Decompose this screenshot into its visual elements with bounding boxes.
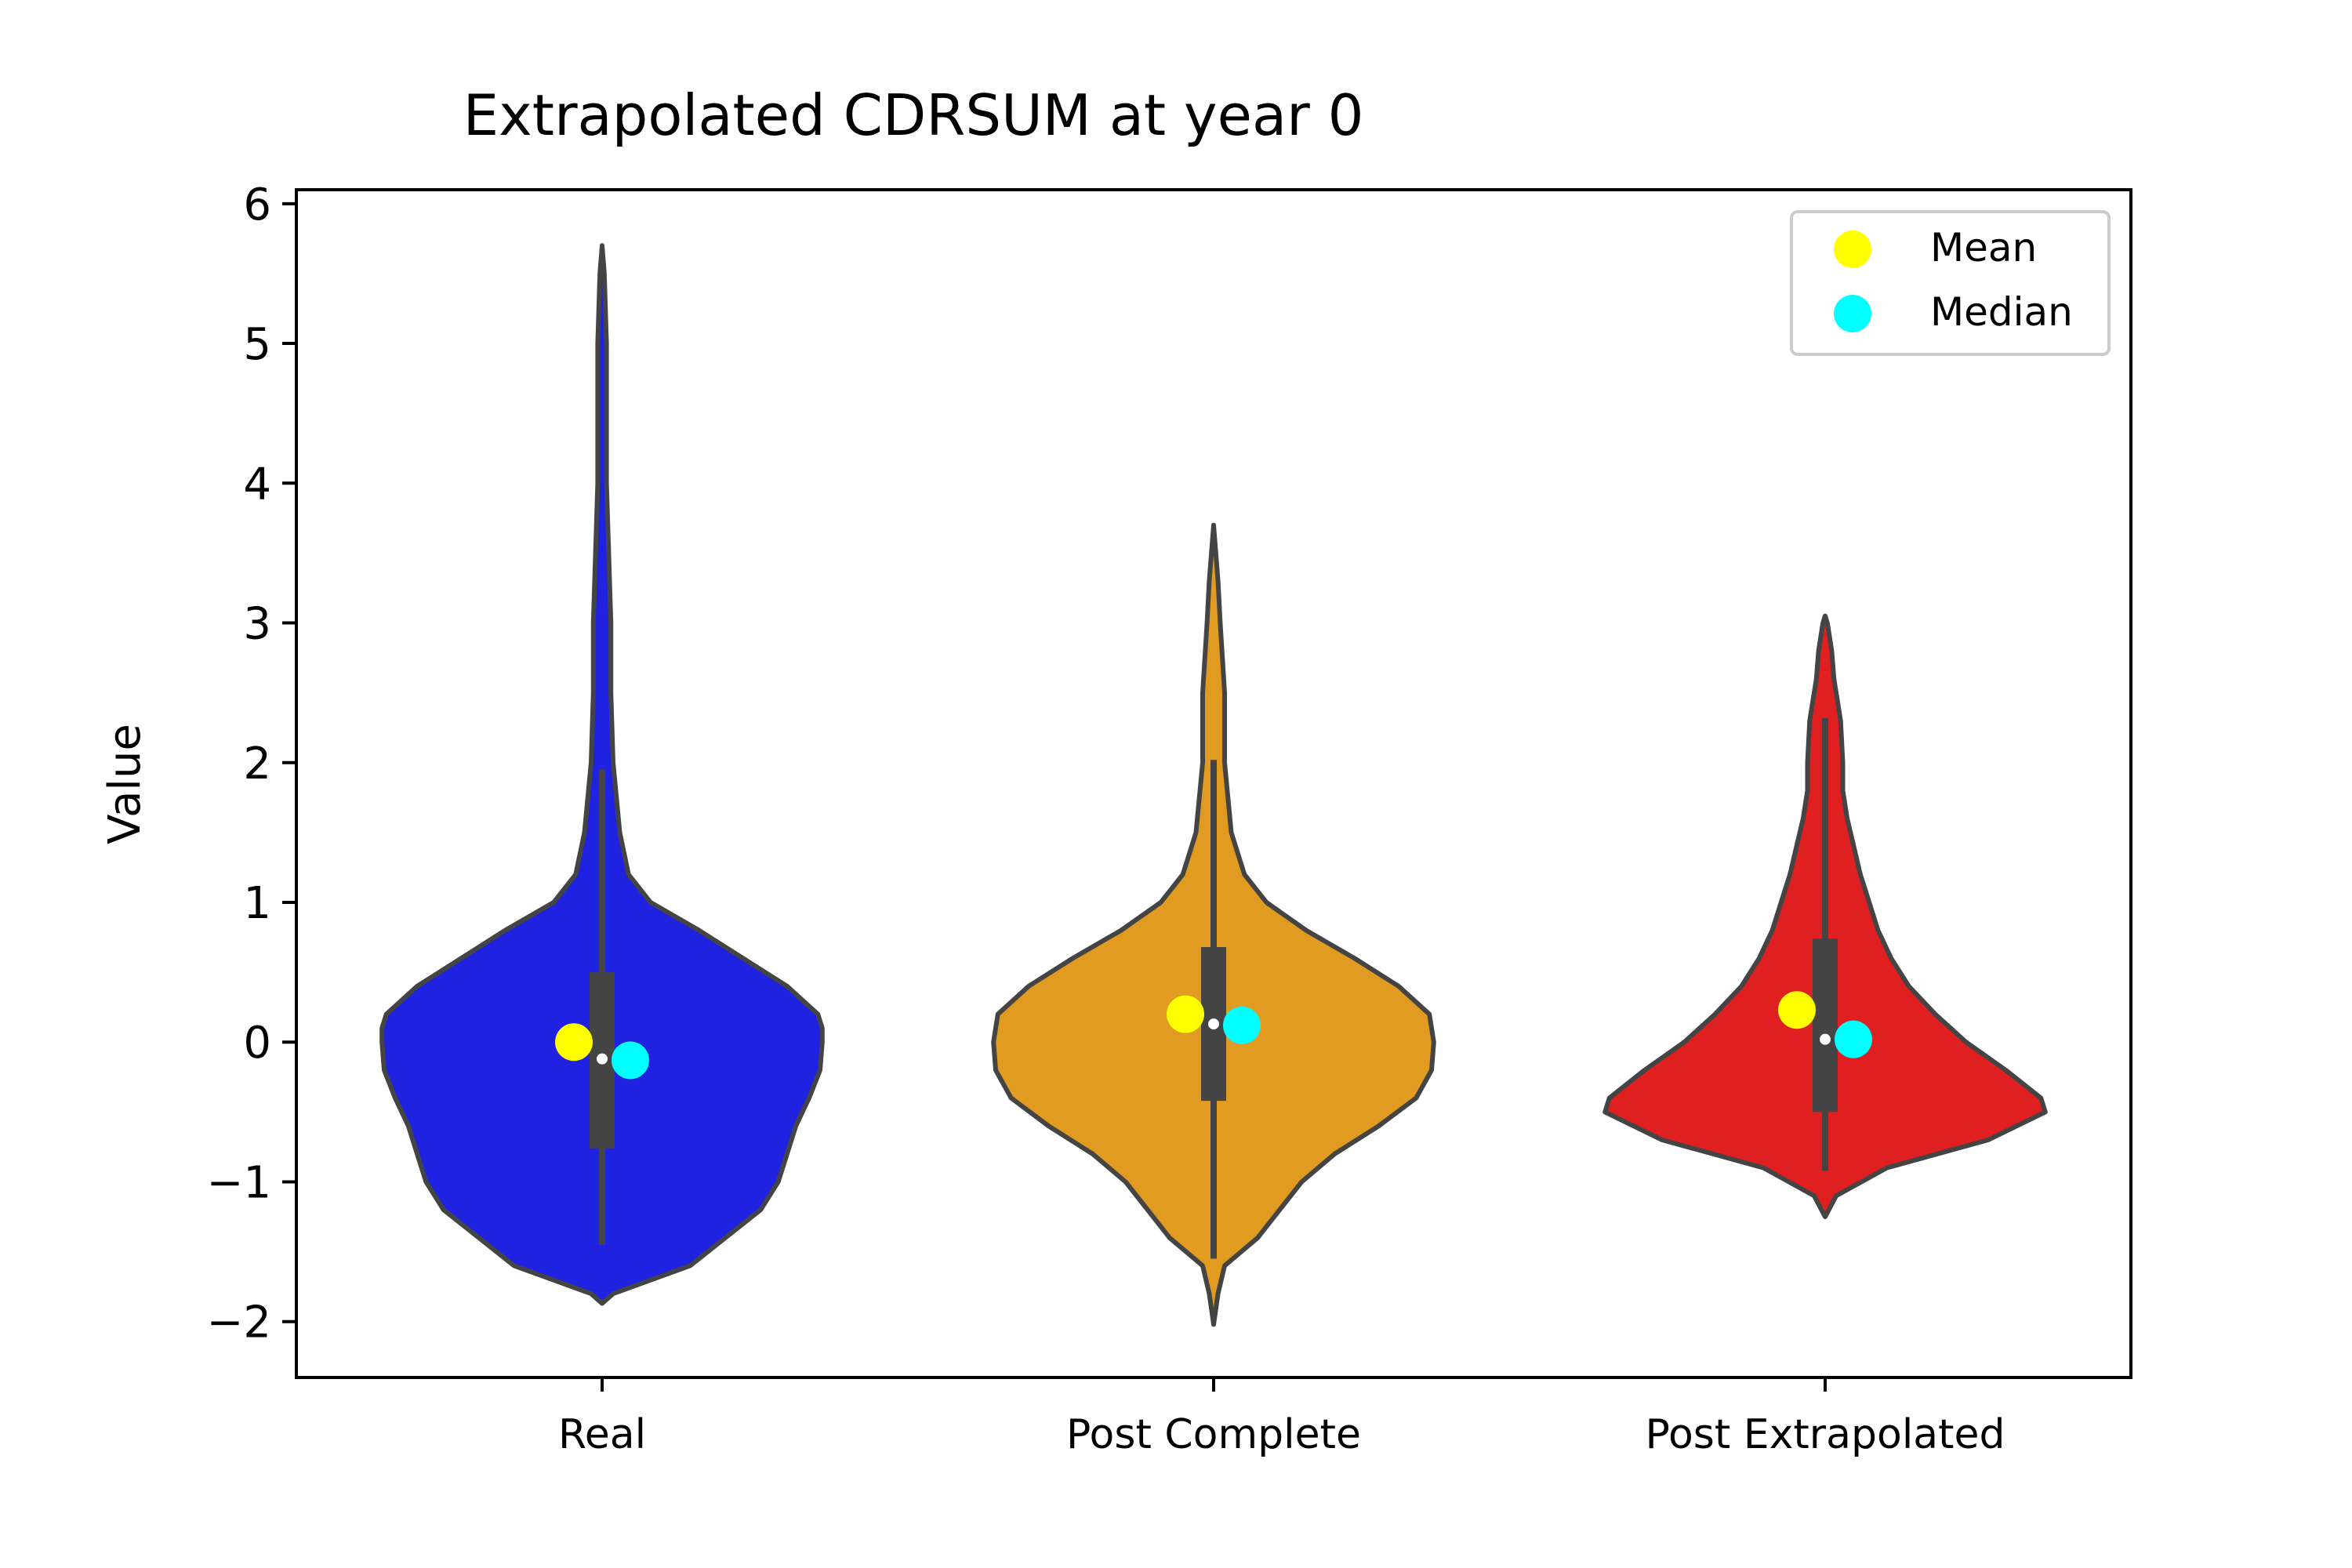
x-tick-label: Real <box>558 1411 646 1458</box>
legend-mean-marker <box>1834 230 1871 268</box>
y-axis: −2 −1 0 1 2 3 4 5 6 <box>206 180 296 1348</box>
y-tick-label: 2 <box>243 739 271 789</box>
legend: Mean Median <box>1790 210 2111 356</box>
median-marker <box>1223 1006 1261 1044</box>
y-tick-label: 0 <box>243 1018 271 1069</box>
legend-median-label: Median <box>1930 289 2073 335</box>
y-tick-label: 1 <box>243 878 271 929</box>
mean-marker <box>555 1023 593 1062</box>
plot-area <box>379 243 2048 1327</box>
x-tick-label: Post Extrapolated <box>1645 1411 2005 1458</box>
mean-marker <box>1778 991 1816 1029</box>
y-tick-label: 6 <box>243 180 271 230</box>
x-axis: Real Post Complete Post Extrapolated <box>558 1377 2005 1458</box>
median-marker <box>612 1041 649 1080</box>
median-marker <box>1835 1020 1872 1058</box>
y-axis-label: Value <box>100 724 151 844</box>
violin-median-dot <box>1208 1018 1219 1030</box>
y-tick-label: −1 <box>206 1157 271 1208</box>
violin-box <box>1813 938 1838 1112</box>
legend-mean-label: Mean <box>1930 225 2037 270</box>
y-tick-label: 5 <box>243 319 271 370</box>
violin-median-dot <box>597 1053 608 1065</box>
y-tick-label: −2 <box>206 1298 271 1348</box>
violin-median-dot <box>1820 1033 1831 1045</box>
legend-median-marker <box>1834 295 1871 332</box>
y-tick-label: 3 <box>243 599 271 650</box>
x-tick-label: Post Complete <box>1066 1411 1361 1458</box>
mean-marker <box>1167 995 1204 1033</box>
chart-title: Extrapolated CDRSUM at year 0 <box>463 82 1364 148</box>
y-tick-label: 4 <box>243 459 271 510</box>
